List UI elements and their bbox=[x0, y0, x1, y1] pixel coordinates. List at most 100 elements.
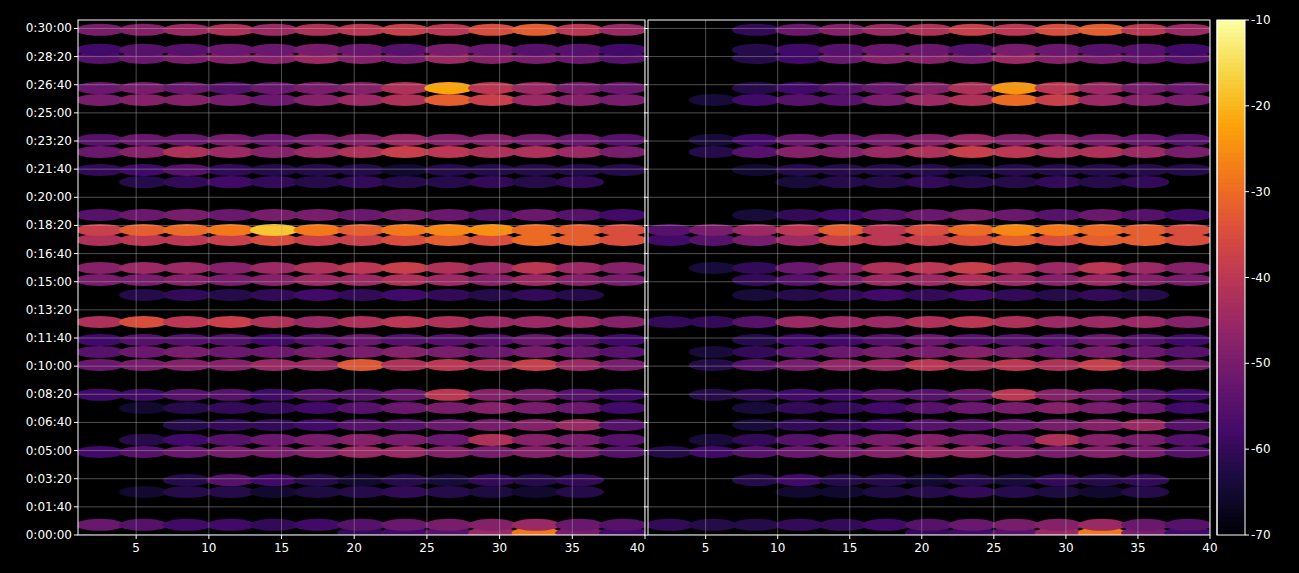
tick bbox=[777, 535, 778, 539]
x-tick-label: 35 bbox=[1130, 541, 1145, 555]
heat-cell bbox=[1034, 389, 1082, 401]
heat-cell bbox=[119, 334, 168, 346]
heat-cell bbox=[206, 346, 255, 358]
x-tick-label: 30 bbox=[492, 541, 507, 555]
grid-line bbox=[648, 28, 1210, 29]
heat-cell bbox=[1078, 146, 1126, 158]
heat-cell bbox=[862, 274, 910, 286]
heat-cell bbox=[206, 446, 255, 458]
heat-cell bbox=[732, 402, 780, 414]
colorbar-axis bbox=[1217, 20, 1218, 535]
heat-cell bbox=[818, 389, 866, 401]
grid bbox=[78, 20, 645, 535]
heat-cell bbox=[862, 359, 910, 371]
heat-cell bbox=[1034, 274, 1082, 286]
heat-cell bbox=[1121, 274, 1169, 286]
heat-cell bbox=[1121, 146, 1169, 158]
heat-cell bbox=[424, 262, 473, 274]
heat-cell bbox=[468, 359, 517, 371]
heat-cell bbox=[991, 289, 1039, 301]
heat-cell bbox=[1121, 446, 1169, 458]
heat-cell bbox=[599, 316, 645, 328]
tick bbox=[645, 535, 646, 539]
heat-cell bbox=[732, 82, 780, 94]
heat-cell bbox=[337, 446, 386, 458]
heat-cell bbox=[468, 446, 517, 458]
heat-cell bbox=[905, 209, 953, 221]
tick bbox=[644, 506, 648, 507]
frame bbox=[648, 20, 1210, 535]
grid-line bbox=[648, 56, 1210, 57]
tick bbox=[74, 366, 78, 367]
heat-cell bbox=[337, 402, 386, 414]
x-tick-label: 5 bbox=[132, 541, 140, 555]
heat-cell bbox=[1034, 346, 1082, 358]
grid-line bbox=[648, 366, 1210, 367]
heat-cell bbox=[206, 289, 255, 301]
tick bbox=[74, 338, 78, 339]
heat-cell bbox=[732, 44, 780, 56]
heat-cell bbox=[732, 146, 780, 158]
heat-cell bbox=[1034, 134, 1082, 146]
heat-cell bbox=[337, 24, 386, 36]
tick bbox=[74, 281, 78, 282]
heat-cell bbox=[250, 44, 299, 56]
heat-cell bbox=[1121, 486, 1169, 498]
heat-cell bbox=[424, 94, 473, 106]
heat-cell bbox=[512, 519, 561, 531]
heat-cell bbox=[599, 334, 645, 346]
heat-cell bbox=[1121, 389, 1169, 401]
tick bbox=[354, 535, 355, 539]
heat-cell bbox=[775, 164, 823, 176]
x-tick-label: 5 bbox=[702, 541, 710, 555]
heat-cell bbox=[555, 474, 604, 486]
heat-cell bbox=[78, 164, 124, 176]
heat-cell bbox=[206, 434, 255, 446]
y-tick-label: 0:13:20 bbox=[26, 303, 72, 317]
tick bbox=[74, 56, 78, 57]
heat-cell bbox=[948, 262, 996, 274]
colorbar-tick bbox=[1245, 20, 1249, 21]
heat-cell bbox=[163, 134, 212, 146]
heat-cell bbox=[991, 359, 1039, 371]
heat-cell bbox=[468, 262, 517, 274]
heat-cell bbox=[337, 209, 386, 221]
heat-cell bbox=[512, 434, 561, 446]
heat-cell bbox=[206, 44, 255, 56]
tick bbox=[644, 225, 648, 226]
heat-cell bbox=[468, 134, 517, 146]
colorbar-tick bbox=[1245, 449, 1249, 450]
heat-cell bbox=[250, 474, 299, 486]
heat-cell bbox=[424, 519, 473, 531]
heat-cell bbox=[119, 434, 168, 446]
heat-cell bbox=[948, 434, 996, 446]
heat-cell bbox=[991, 24, 1039, 36]
heat-cell bbox=[1034, 164, 1082, 176]
heat-cell bbox=[163, 519, 212, 531]
heat-cell bbox=[599, 82, 645, 94]
heat-cell bbox=[424, 486, 473, 498]
heat-cell bbox=[818, 316, 866, 328]
heat-cell bbox=[424, 24, 473, 36]
heat-cell bbox=[818, 94, 866, 106]
heat-cell bbox=[818, 146, 866, 158]
x-tick-label: 25 bbox=[419, 541, 434, 555]
heat-cell bbox=[381, 82, 430, 94]
background bbox=[0, 0, 1299, 573]
grid-line bbox=[993, 20, 994, 535]
heat-cell bbox=[468, 82, 517, 94]
heat-cell bbox=[119, 262, 168, 274]
grid-line bbox=[78, 422, 645, 423]
y-tick-label: 0:00:00 bbox=[26, 528, 72, 542]
heat-cell bbox=[862, 209, 910, 221]
heat-cell bbox=[293, 486, 342, 498]
heat-cell bbox=[775, 176, 823, 188]
heat-cell bbox=[337, 146, 386, 158]
heat-cell bbox=[905, 334, 953, 346]
grid-line bbox=[426, 20, 427, 535]
heat-cell bbox=[1034, 289, 1082, 301]
heat-cell bbox=[905, 486, 953, 498]
heat-cell bbox=[1164, 359, 1210, 371]
heat-cell bbox=[775, 402, 823, 414]
tick bbox=[644, 366, 648, 367]
